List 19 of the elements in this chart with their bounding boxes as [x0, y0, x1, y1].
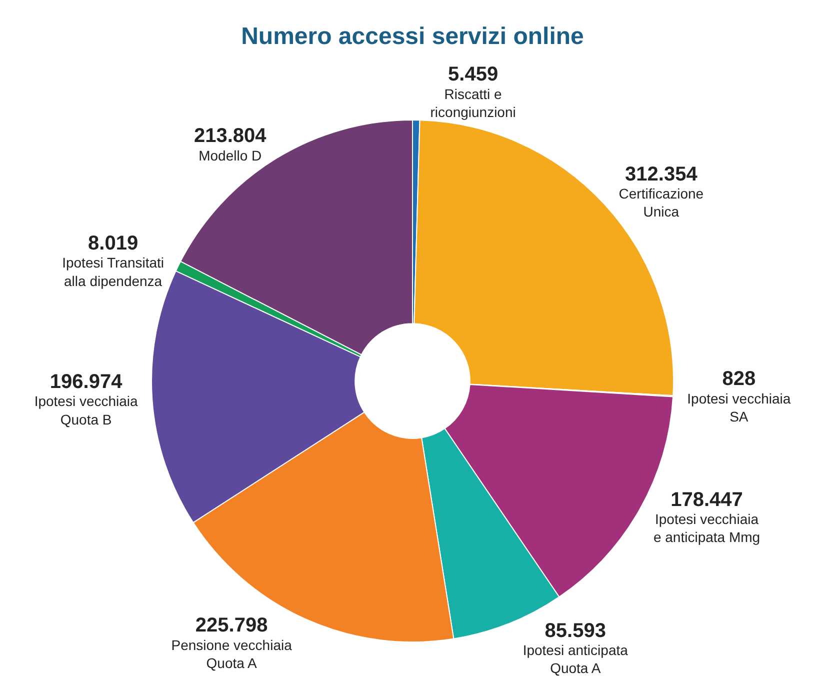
data-label: 8.019 — [88, 232, 138, 254]
slice-label: Ipotesi anticipata Quota A — [522, 642, 628, 676]
chart-title: Numero accessi servizi online — [241, 23, 584, 50]
data-label: 178.447 — [670, 488, 743, 511]
data-label: 85.593 — [544, 620, 606, 642]
slice-label: Pensione vecchiaia Quota A — [171, 636, 292, 672]
data-label: 225.798 — [195, 614, 268, 637]
slice-label: Certificazione Unica — [618, 185, 704, 220]
slice-label: Ipotesi vecchiaia Quota B — [34, 393, 138, 428]
data-label: 312.354 — [625, 163, 698, 186]
data-label: 213.804 — [194, 125, 268, 148]
slice-label: Ipotesi vecchiaia e anticipata Mmg — [653, 510, 760, 546]
slice-label: Riscatti e ricongiunzioni — [430, 86, 516, 120]
slice-label: Ipotesi vecchiaia SA — [687, 390, 791, 425]
data-label: 5.459 — [448, 64, 498, 86]
data-label: 196.974 — [50, 370, 124, 393]
slice-label: Modello D — [198, 147, 262, 164]
slice-label: Ipotesi Transitati alla dipendenza — [62, 254, 164, 289]
data-label: 828 — [722, 368, 756, 390]
